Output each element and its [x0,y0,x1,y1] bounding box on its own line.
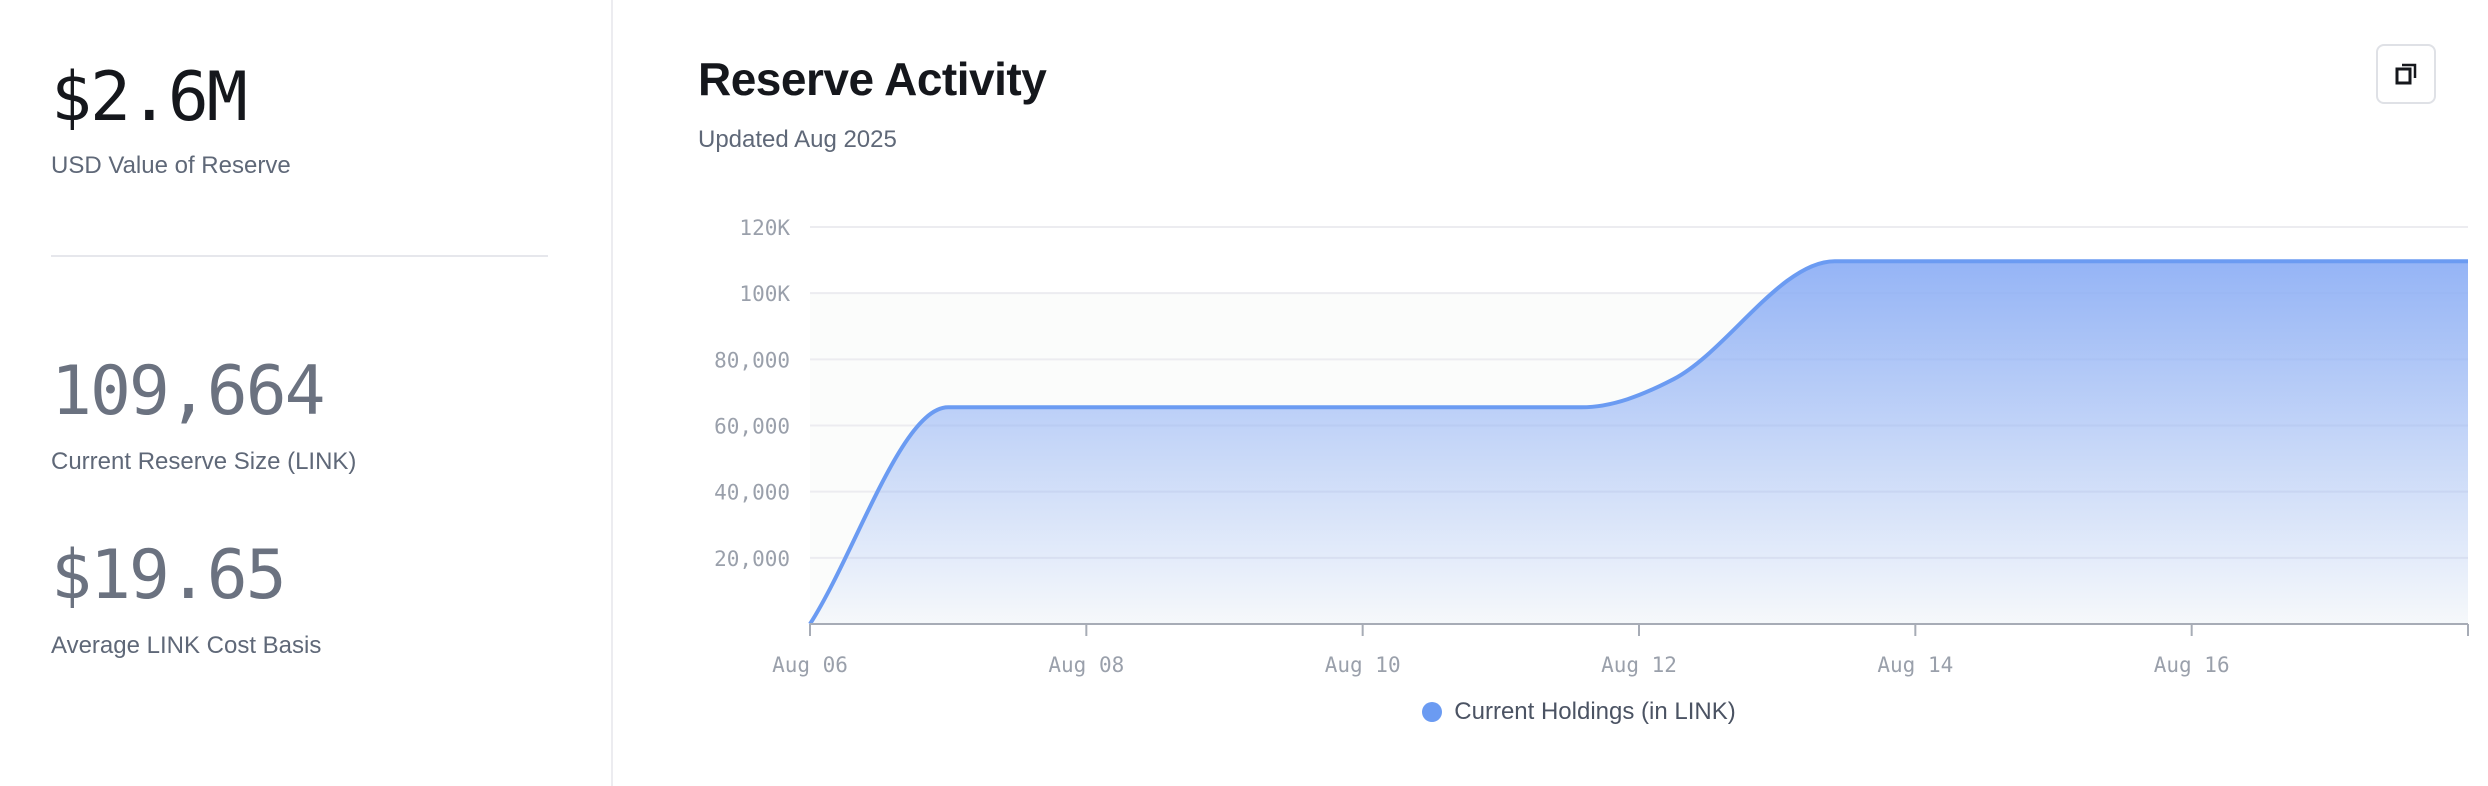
chart-subtitle: Updated Aug 2025 [698,126,897,153]
x-tick-label: Aug 10 [1325,653,1401,677]
legend-swatch [1422,702,1443,722]
expand-button[interactable] [2376,44,2436,104]
legend-label: Current Holdings (in LINK) [1454,698,1736,725]
stat-usd-value: $2.6M USD Value of Reserve [51,64,291,180]
stat-label: Current Reserve Size (LINK) [51,448,357,475]
x-tick-label: Aug 06 [772,653,848,677]
y-tick-label: 80,000 [714,348,790,372]
y-tick-label: 40,000 [714,481,790,505]
chart-title: Reserve Activity [698,53,1047,105]
stat-cost-basis: $19.65 Average LINK Cost Basis [51,542,321,660]
y-tick-label: 100K [739,282,790,306]
y-tick-label: 60,000 [714,415,790,439]
stat-value: 109,664 [51,352,326,431]
divider-line [51,255,548,257]
x-tick-label: Aug 14 [1877,653,1953,677]
copy-expand-icon [2395,63,2417,85]
stat-label: Average LINK Cost Basis [51,632,322,659]
y-tick-label: 20,000 [714,547,790,571]
series-line [808,259,2468,626]
stat-value: $19.65 [51,536,287,615]
y-tick-label: 120K [739,216,790,240]
panel-divider [611,0,613,786]
stat-reserve-size: 109,664 Current Reserve Size (LINK) [51,358,356,476]
series-area [810,261,2468,624]
x-tick-label: Aug 12 [1601,653,1677,677]
stat-label: USD Value of Reserve [51,152,291,179]
x-tick-label: Aug 16 [2154,653,2230,677]
stat-value: $2.6M [51,58,248,137]
x-tick-label: Aug 08 [1048,653,1124,677]
chart-legend: Current Holdings (in LINK) [640,698,2488,726]
